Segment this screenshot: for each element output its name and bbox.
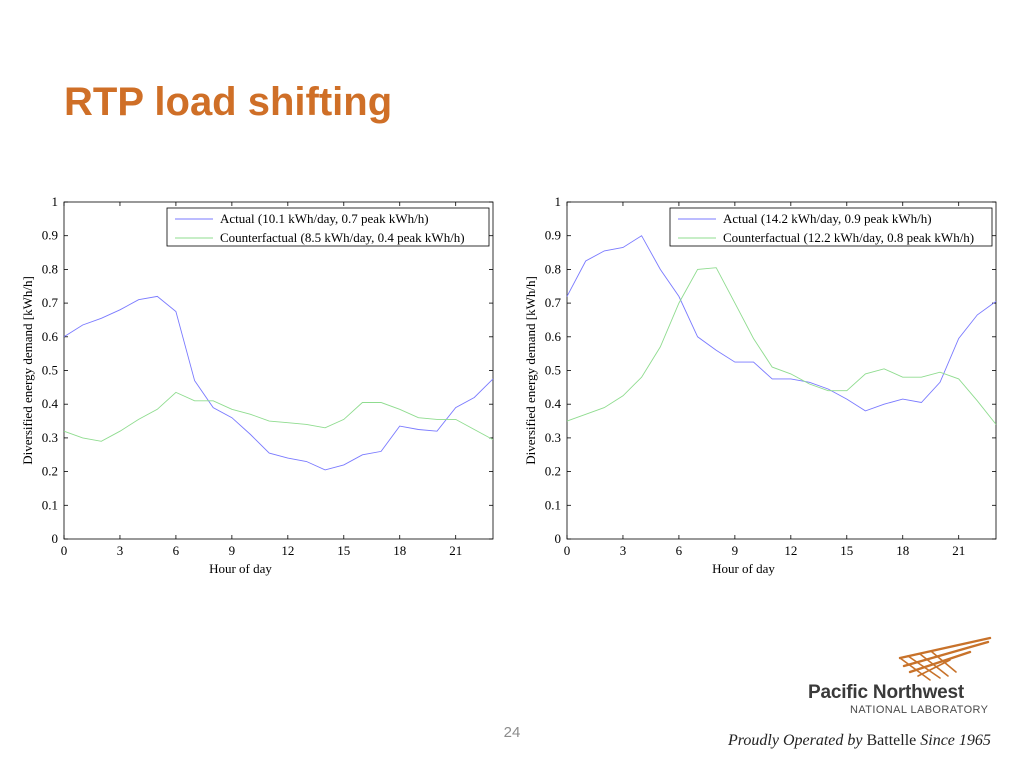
tagline-brand: Battelle [866, 732, 917, 749]
y-tick-label: 0 [52, 531, 59, 546]
page-number: 24 [503, 724, 521, 741]
actual-series-line [566, 235, 997, 412]
x-tick-label: 12 [784, 543, 797, 558]
x-tick-label: 21 [952, 543, 965, 558]
x-tick-label: 0 [564, 543, 571, 558]
y-tick-label: 0.3 [42, 430, 58, 445]
y-tick-label: 0.6 [545, 329, 562, 344]
x-tick-label: 6 [676, 543, 683, 558]
x-tick-label: 21 [449, 543, 462, 558]
logo-mark-stroke [908, 650, 972, 674]
y-tick-label: 0.6 [42, 329, 59, 344]
legend-label: Actual (10.1 kWh/day, 0.7 peak kWh/h) [220, 211, 429, 226]
y-tick-label: 1 [555, 194, 562, 209]
plot-frame [63, 201, 494, 540]
y-tick-label: 0.9 [545, 228, 561, 243]
logo-mark-stroke [899, 657, 931, 681]
y-tick-label: 0.7 [545, 295, 562, 310]
x-tick-label: 9 [229, 543, 236, 558]
x-tick-label: 18 [896, 543, 909, 558]
legend-label: Counterfactual (12.2 kWh/day, 0.8 peak k… [723, 230, 974, 245]
x-tick-label: 15 [840, 543, 853, 558]
y-tick-label: 0.9 [42, 228, 58, 243]
left-demand-chart: 0 0.1 0.2 0.3 0.4 0.5 0.6 0.7 0.8 0.9 1 0 3 6 9 12 15 18 2… [20, 194, 494, 576]
x-axis-label: Hour of day [209, 561, 272, 576]
x-tick-label: 3 [620, 543, 627, 558]
tagline-post: Since 1965 [916, 732, 991, 749]
y-tick-label: 0.2 [545, 464, 561, 479]
x-axis-label: Hour of day [712, 561, 775, 576]
x-tick-label: 15 [337, 543, 350, 558]
tagline: Proudly Operated by Battelle Since 1965 [728, 732, 991, 750]
chart-legend: Actual (14.2 kWh/day, 0.9 peak kWh/h) Cou… [669, 207, 993, 247]
y-tick-label: 0.1 [42, 497, 58, 512]
logo-mark-stroke [919, 653, 949, 677]
y-tick-label: 0.5 [42, 363, 58, 378]
y-tick-label: 0.4 [545, 396, 562, 411]
y-tick-label: 0 [555, 531, 562, 546]
y-tick-label: 0.3 [545, 430, 561, 445]
y-tick-label: 0.5 [545, 363, 561, 378]
y-tick-label: 0.8 [42, 261, 58, 276]
x-tick-label: 9 [732, 543, 739, 558]
x-tick-label: 6 [173, 543, 180, 558]
y-tick-label: 0.7 [42, 295, 59, 310]
legend-box [669, 207, 993, 247]
tagline-pre: Proudly Operated by [728, 732, 867, 749]
actual-series-line [63, 295, 494, 471]
x-tick-label: 0 [61, 543, 68, 558]
logo-name: Pacific Northwest [808, 682, 965, 703]
logo-mark-stroke [898, 636, 992, 660]
x-tick-label: 3 [117, 543, 124, 558]
y-axis-label: Diversified energy demand [kWh/h] [20, 276, 35, 465]
logo-mark-stroke [931, 651, 957, 673]
y-tick-label: 0.8 [545, 261, 561, 276]
legend-box [166, 207, 490, 247]
legend-label: Counterfactual (8.5 kWh/day, 0.4 peak kW… [220, 230, 465, 245]
chart-legend: Actual (10.1 kWh/day, 0.7 peak kWh/h) Cou… [166, 207, 490, 247]
pnnl-logo-mark-icon [800, 630, 1000, 720]
y-tick-label: 0.1 [545, 497, 561, 512]
right-demand-chart: 0 0.1 0.2 0.3 0.4 0.5 0.6 0.7 0.8 0.9 1 0 3 6 9 12 15 18 2… [523, 194, 997, 576]
y-tick-label: 1 [52, 194, 59, 209]
y-tick-label: 0.2 [42, 464, 58, 479]
logo-subtitle: NATIONAL LABORATORY [850, 704, 989, 716]
logo-mark-stroke [907, 655, 941, 679]
x-tick-label: 18 [393, 543, 406, 558]
y-axis-label: Diversified energy demand [kWh/h] [523, 276, 538, 465]
counterfactual-series-line [63, 391, 494, 442]
x-tick-label: 12 [281, 543, 294, 558]
slide-title: RTP load shifting [64, 80, 393, 124]
counterfactual-series-line [566, 267, 997, 425]
legend-label: Actual (14.2 kWh/day, 0.9 peak kWh/h) [723, 211, 932, 226]
y-tick-label: 0.4 [42, 396, 59, 411]
